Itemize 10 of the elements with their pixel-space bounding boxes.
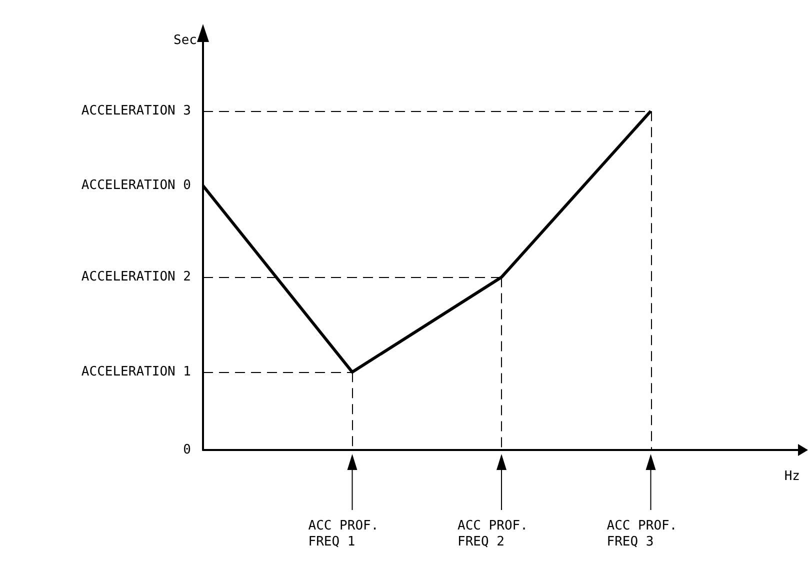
text: 0 [183, 442, 191, 458]
ref-line-label: ACCELERATION 1 [81, 364, 191, 380]
text: ACCELERATION 0 [81, 178, 191, 194]
x-tick-label: ACC PROF. FREQ 3 [606, 518, 678, 550]
x-tick-label: ACC PROF. FREQ 1 [308, 518, 379, 550]
y-axis-title: Sec [174, 33, 197, 48]
x-axis-title: Hz [784, 469, 800, 484]
ref-line-label: ACCELERATION 3 [81, 104, 191, 119]
ref-line-label: ACCELERATION 2 [81, 270, 191, 285]
x-tick-label: ACC PROF. FREQ 2 [458, 518, 528, 550]
